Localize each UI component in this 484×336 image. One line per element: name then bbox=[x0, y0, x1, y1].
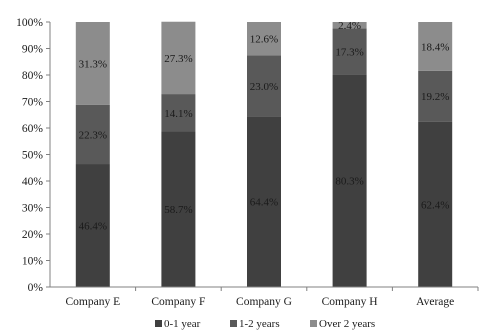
x-category-label: Company F bbox=[151, 296, 205, 308]
data-label: 46.4% bbox=[79, 221, 107, 233]
legend-swatch bbox=[310, 320, 317, 327]
legend-label: 1-2 years bbox=[239, 318, 280, 330]
bar-segment bbox=[247, 116, 281, 287]
data-label: 18.4% bbox=[421, 41, 449, 53]
bar-segment bbox=[332, 28, 367, 75]
x-category-label: Company H bbox=[322, 296, 378, 308]
data-label: 17.3% bbox=[335, 46, 363, 58]
legend: 0-1 year 1-2 years Over 2 years bbox=[155, 318, 375, 330]
bar-segment bbox=[247, 55, 281, 117]
bar-segment bbox=[418, 70, 453, 122]
data-label: 58.7% bbox=[164, 204, 192, 216]
y-tick-label: 80% bbox=[22, 70, 44, 82]
x-category-label: Company E bbox=[65, 296, 120, 308]
y-tick-label: 90% bbox=[22, 44, 44, 56]
bars: 46.4% 22.3% 31.3% 58.7% 14.1% 27.3% 64.4% 23.0%… bbox=[75, 20, 453, 287]
y-tick-label: 70% bbox=[22, 97, 44, 109]
bar-segment bbox=[75, 22, 110, 105]
bar-segment bbox=[75, 164, 110, 287]
data-label: 62.4% bbox=[421, 199, 449, 211]
y-axis: 0% 10% 20% 30% 40% 50% 60% 70% 80% 90% 100% bbox=[16, 17, 51, 294]
data-label: 80.3% bbox=[335, 176, 363, 188]
bar-segment bbox=[161, 131, 196, 287]
bar-segment bbox=[161, 94, 196, 132]
y-tick-label: 40% bbox=[22, 176, 44, 188]
data-label: 27.3% bbox=[164, 53, 192, 65]
legend-label: 0-1 year bbox=[164, 318, 201, 330]
legend-label: Over 2 years bbox=[319, 318, 375, 330]
data-label: 14.1% bbox=[164, 108, 192, 120]
bar-segment bbox=[418, 121, 453, 287]
bar-segment bbox=[332, 74, 367, 287]
legend-swatch bbox=[155, 320, 162, 327]
y-tick-label: 10% bbox=[22, 256, 44, 268]
data-label: 22.3% bbox=[79, 129, 107, 141]
y-tick-label: 0% bbox=[28, 282, 44, 294]
data-label: 23.0% bbox=[250, 81, 278, 93]
y-tick-label: 100% bbox=[16, 17, 43, 29]
bar-segment bbox=[161, 21, 196, 95]
x-category-label: Company G bbox=[236, 296, 292, 308]
y-tick-label: 60% bbox=[22, 123, 44, 135]
y-tick-label: 30% bbox=[22, 203, 44, 215]
data-label: 19.2% bbox=[421, 91, 449, 103]
bar-segment bbox=[247, 22, 281, 56]
data-label: 2.4% bbox=[338, 20, 361, 32]
bar-segment bbox=[332, 22, 367, 29]
bar-segment bbox=[75, 104, 110, 165]
y-tick-label: 50% bbox=[22, 150, 44, 162]
data-label: 12.6% bbox=[250, 34, 278, 46]
y-tick-label: 20% bbox=[22, 229, 44, 241]
data-label: 31.3% bbox=[79, 58, 107, 70]
data-label: 64.4% bbox=[250, 197, 278, 209]
bar-segment bbox=[418, 22, 453, 71]
x-axis: Company E Company F Company G Company H Aver… bbox=[50, 286, 479, 308]
x-category-label: Average bbox=[416, 296, 454, 308]
legend-swatch bbox=[230, 320, 237, 327]
